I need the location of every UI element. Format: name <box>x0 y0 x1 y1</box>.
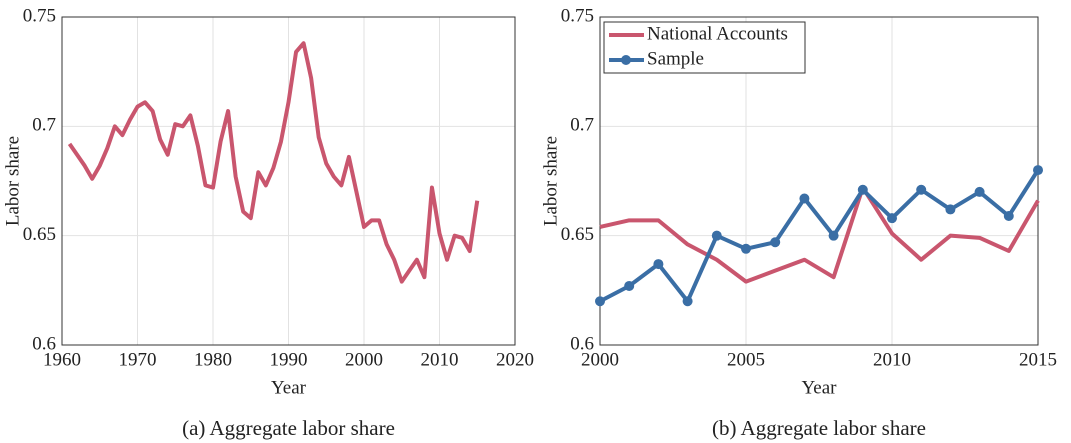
legend-marker <box>621 55 631 65</box>
x-tick-label: 2000 <box>345 349 383 370</box>
data-point <box>741 243 751 254</box>
x-tick-label: 2010 <box>421 349 459 370</box>
legend-label: National Accounts <box>647 23 788 44</box>
data-point <box>1003 210 1014 221</box>
data-line <box>599 168 1040 304</box>
y-axis-label: Labor share <box>2 136 23 226</box>
y-tick-label: 0.75 <box>561 5 594 26</box>
x-axis-label: Year <box>801 377 837 398</box>
data-point <box>945 204 956 215</box>
caption: (b) Aggregate labor share <box>712 416 926 440</box>
data-point <box>624 280 635 291</box>
plot-frame <box>599 16 1039 346</box>
data-point <box>770 237 781 248</box>
plot-frame <box>61 16 516 346</box>
x-tick-label: 2015 <box>1019 349 1057 370</box>
x-tick-label: 2020 <box>496 349 534 370</box>
data-point <box>828 230 839 241</box>
x-tick-label: 2000 <box>581 349 619 370</box>
y-tick-label: 0.65 <box>23 224 56 245</box>
y-tick-label: 0.7 <box>570 115 594 136</box>
data-point <box>682 296 693 307</box>
data-point <box>595 296 605 307</box>
data-point <box>799 193 810 204</box>
y-tick-label: 0.75 <box>23 5 56 26</box>
data-point <box>1033 165 1043 176</box>
x-tick-label: 1980 <box>194 349 232 370</box>
x-tick-label: 1990 <box>270 349 308 370</box>
x-tick-label: 1960 <box>43 349 81 370</box>
x-tick-label: 1970 <box>119 349 157 370</box>
y-tick-label: 0.65 <box>561 224 594 245</box>
data-point <box>887 213 897 224</box>
data-point <box>653 259 664 270</box>
x-axis-label: Year <box>271 377 307 398</box>
x-tick-label: 2010 <box>873 349 911 370</box>
data-point <box>711 230 722 241</box>
legend-box <box>603 21 806 74</box>
data-point <box>916 184 927 195</box>
caption: (a) Aggregate labor share <box>182 416 395 440</box>
data-point <box>974 186 985 197</box>
y-tick-label: 0.6 <box>32 333 56 354</box>
data-line <box>67 41 480 284</box>
y-tick-label: 0.7 <box>32 115 56 136</box>
data-line <box>599 185 1040 284</box>
y-axis-label: Labor share <box>540 136 561 226</box>
x-tick-label: 2005 <box>727 349 765 370</box>
y-tick-label: 0.6 <box>570 333 594 354</box>
data-point <box>857 184 868 195</box>
legend-label: Sample <box>647 48 704 69</box>
